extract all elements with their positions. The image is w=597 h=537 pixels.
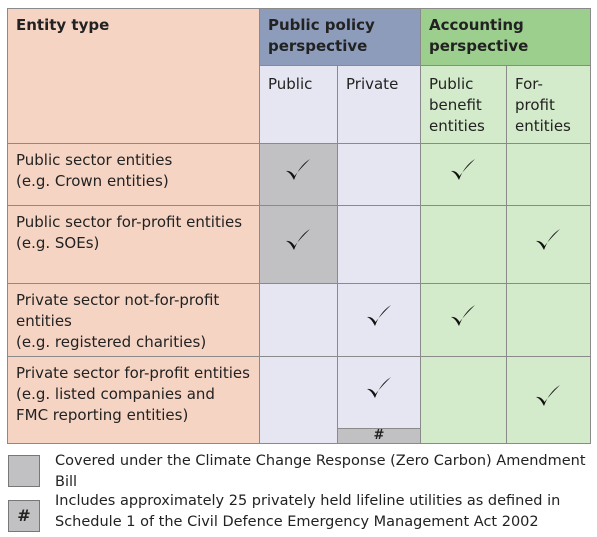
checkmark xyxy=(366,304,391,326)
cell xyxy=(337,143,421,206)
checkmark-path xyxy=(366,304,391,326)
cell xyxy=(506,143,591,206)
checkmark-path xyxy=(366,377,391,398)
row-header: Public sector entities (e.g. Crown entiti… xyxy=(7,143,260,206)
legend-text: Includes approximately 25 privately held… xyxy=(55,493,561,530)
cell xyxy=(259,143,338,206)
cell xyxy=(337,205,421,284)
row-name: Private sector for-profit entities xyxy=(16,364,250,382)
legend-swatch xyxy=(8,455,40,487)
row-name: Public sector for-profit entities xyxy=(16,213,243,231)
cell xyxy=(420,356,507,444)
checkmark xyxy=(536,384,560,406)
row-example: (e.g. registered charities) xyxy=(16,333,207,351)
row-example: (e.g. SOEs) xyxy=(16,234,100,252)
row-header: Private sector for-profit entities (e.g.… xyxy=(7,356,260,444)
cell xyxy=(259,283,338,357)
column-header: Public xyxy=(259,65,338,144)
cell xyxy=(420,205,507,284)
checkmark xyxy=(536,229,560,250)
checkmark-path xyxy=(536,229,560,250)
cell xyxy=(420,283,507,357)
checkmark-path xyxy=(451,159,475,180)
cell xyxy=(506,356,591,444)
checkmark-path xyxy=(451,304,475,326)
row-header: Private sector not-for-profit entities (e… xyxy=(7,283,260,357)
checkmark xyxy=(286,229,310,250)
row-example: (e.g. listed companies and FMC reporting… xyxy=(16,385,215,424)
cell xyxy=(337,283,421,357)
cell xyxy=(259,356,338,444)
corner-header: Entity type xyxy=(7,8,260,144)
legend-swatch: # xyxy=(8,500,40,532)
checkmark xyxy=(451,304,475,326)
cell xyxy=(506,205,591,284)
row-header: Public sector for-profit entities (e.g. S… xyxy=(7,205,260,284)
checkmark-path xyxy=(286,229,310,250)
column-header: Private xyxy=(337,65,421,144)
group-header: Public policy perspective xyxy=(259,8,421,66)
column-header: For-profit entities xyxy=(506,65,591,144)
legend-text: Covered under the Climate Change Respons… xyxy=(55,453,586,490)
cell xyxy=(420,143,507,206)
checkmark xyxy=(286,159,310,180)
checkmark xyxy=(451,159,475,180)
group-header: Accounting perspective xyxy=(420,8,591,66)
checkmark-path xyxy=(536,384,560,406)
checkmark-path xyxy=(286,159,310,180)
cell xyxy=(506,283,591,357)
row-name: Public sector entities xyxy=(16,151,173,169)
row-example: (e.g. Crown entities) xyxy=(16,172,169,190)
checkmark xyxy=(366,377,391,398)
column-header: Public benefit entities xyxy=(420,65,507,144)
row-name: Private sector not-for-profit entities xyxy=(16,291,220,330)
note-marker: # xyxy=(337,428,421,444)
